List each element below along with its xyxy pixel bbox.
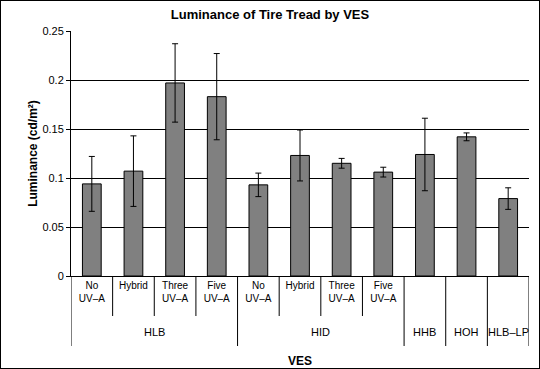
svg-text:0: 0 (58, 270, 64, 282)
svg-text:ThreeUV–A: ThreeUV–A (329, 280, 356, 304)
svg-text:FiveUV–A: FiveUV–A (204, 280, 230, 304)
svg-text:0.2: 0.2 (49, 74, 64, 86)
svg-text:HHB: HHB (413, 326, 436, 338)
svg-text:0.15: 0.15 (42, 123, 63, 135)
svg-text:HLB: HLB (144, 326, 165, 338)
svg-text:FiveUV–A: FiveUV–A (370, 280, 396, 304)
svg-text:NoUV–A: NoUV–A (79, 280, 105, 304)
svg-text:0.25: 0.25 (42, 25, 63, 37)
svg-text:Hybrid: Hybrid (286, 280, 315, 291)
svg-text:ThreeUV–A: ThreeUV–A (162, 280, 189, 304)
svg-text:VES: VES (288, 354, 312, 368)
svg-text:HID: HID (311, 326, 330, 338)
svg-text:Luminance of Tire Tread by VES: Luminance of Tire Tread by VES (171, 7, 370, 22)
svg-text:HOH: HOH (454, 326, 479, 338)
svg-text:Hybrid: Hybrid (119, 280, 148, 291)
svg-text:NoUV–A: NoUV–A (245, 280, 271, 304)
svg-text:0.1: 0.1 (49, 172, 64, 184)
svg-text:Luminance (cd/m²): Luminance (cd/m²) (26, 100, 40, 207)
svg-text:0.05: 0.05 (42, 221, 63, 233)
svg-text:HLB–LP: HLB–LP (488, 326, 529, 338)
